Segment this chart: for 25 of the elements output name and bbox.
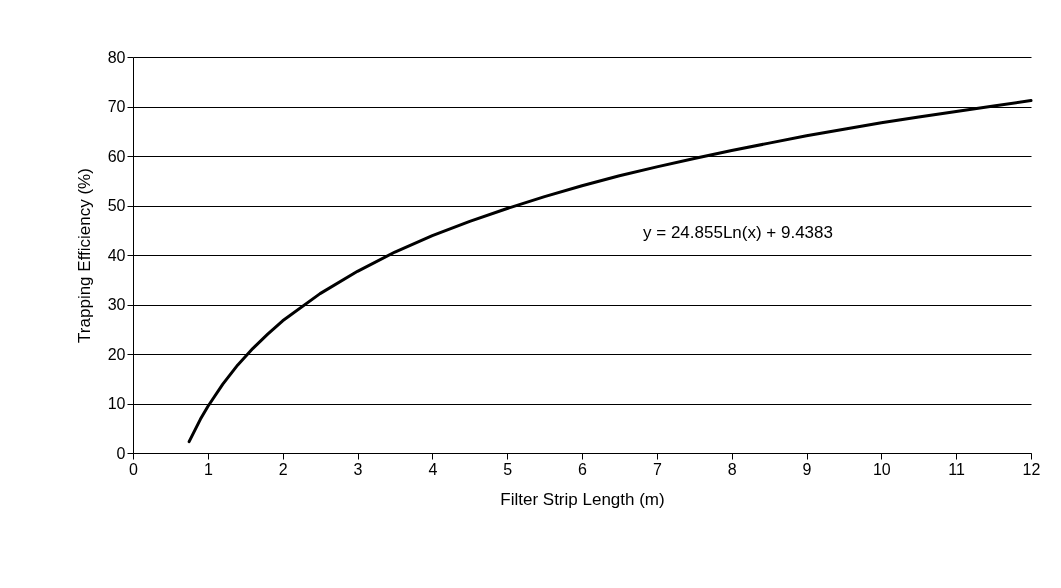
y-tick-label: 60 — [107, 147, 126, 165]
x-tick-label: 3 — [353, 460, 363, 478]
y-tick-label: 30 — [107, 296, 126, 313]
x-tick-label: 8 — [727, 460, 737, 478]
x-tick-label: 4 — [428, 460, 438, 478]
y-axis-title: Trapping Efficiency (%) — [74, 168, 94, 343]
x-tick-label: 1 — [203, 460, 213, 478]
x-tick-label: 6 — [578, 460, 588, 478]
y-tick-label: 80 — [107, 48, 126, 66]
x-tick-label: 7 — [652, 460, 662, 478]
y-tick-label: 20 — [107, 345, 126, 363]
y-tick-label: 40 — [107, 246, 126, 264]
x-tick-label: 5 — [503, 460, 513, 478]
x-tick-label: 11 — [948, 460, 966, 478]
y-tick-label: 0 — [116, 444, 126, 462]
x-tick-label: 10 — [872, 460, 891, 478]
x-tick-label: 9 — [802, 460, 812, 478]
annotation: y = 24.855Ln(x) + 9.4383 — [643, 223, 833, 242]
x-tick-label: 0 — [129, 460, 139, 478]
x-tick-label: 2 — [278, 460, 288, 478]
x-axis-title: Filter Strip Length (m) — [500, 489, 665, 509]
y-tick-label: 50 — [107, 197, 126, 214]
x-tick-label: 12 — [1022, 460, 1041, 478]
y-tick-label: 10 — [107, 395, 126, 412]
y-tick-label: 70 — [107, 98, 126, 115]
